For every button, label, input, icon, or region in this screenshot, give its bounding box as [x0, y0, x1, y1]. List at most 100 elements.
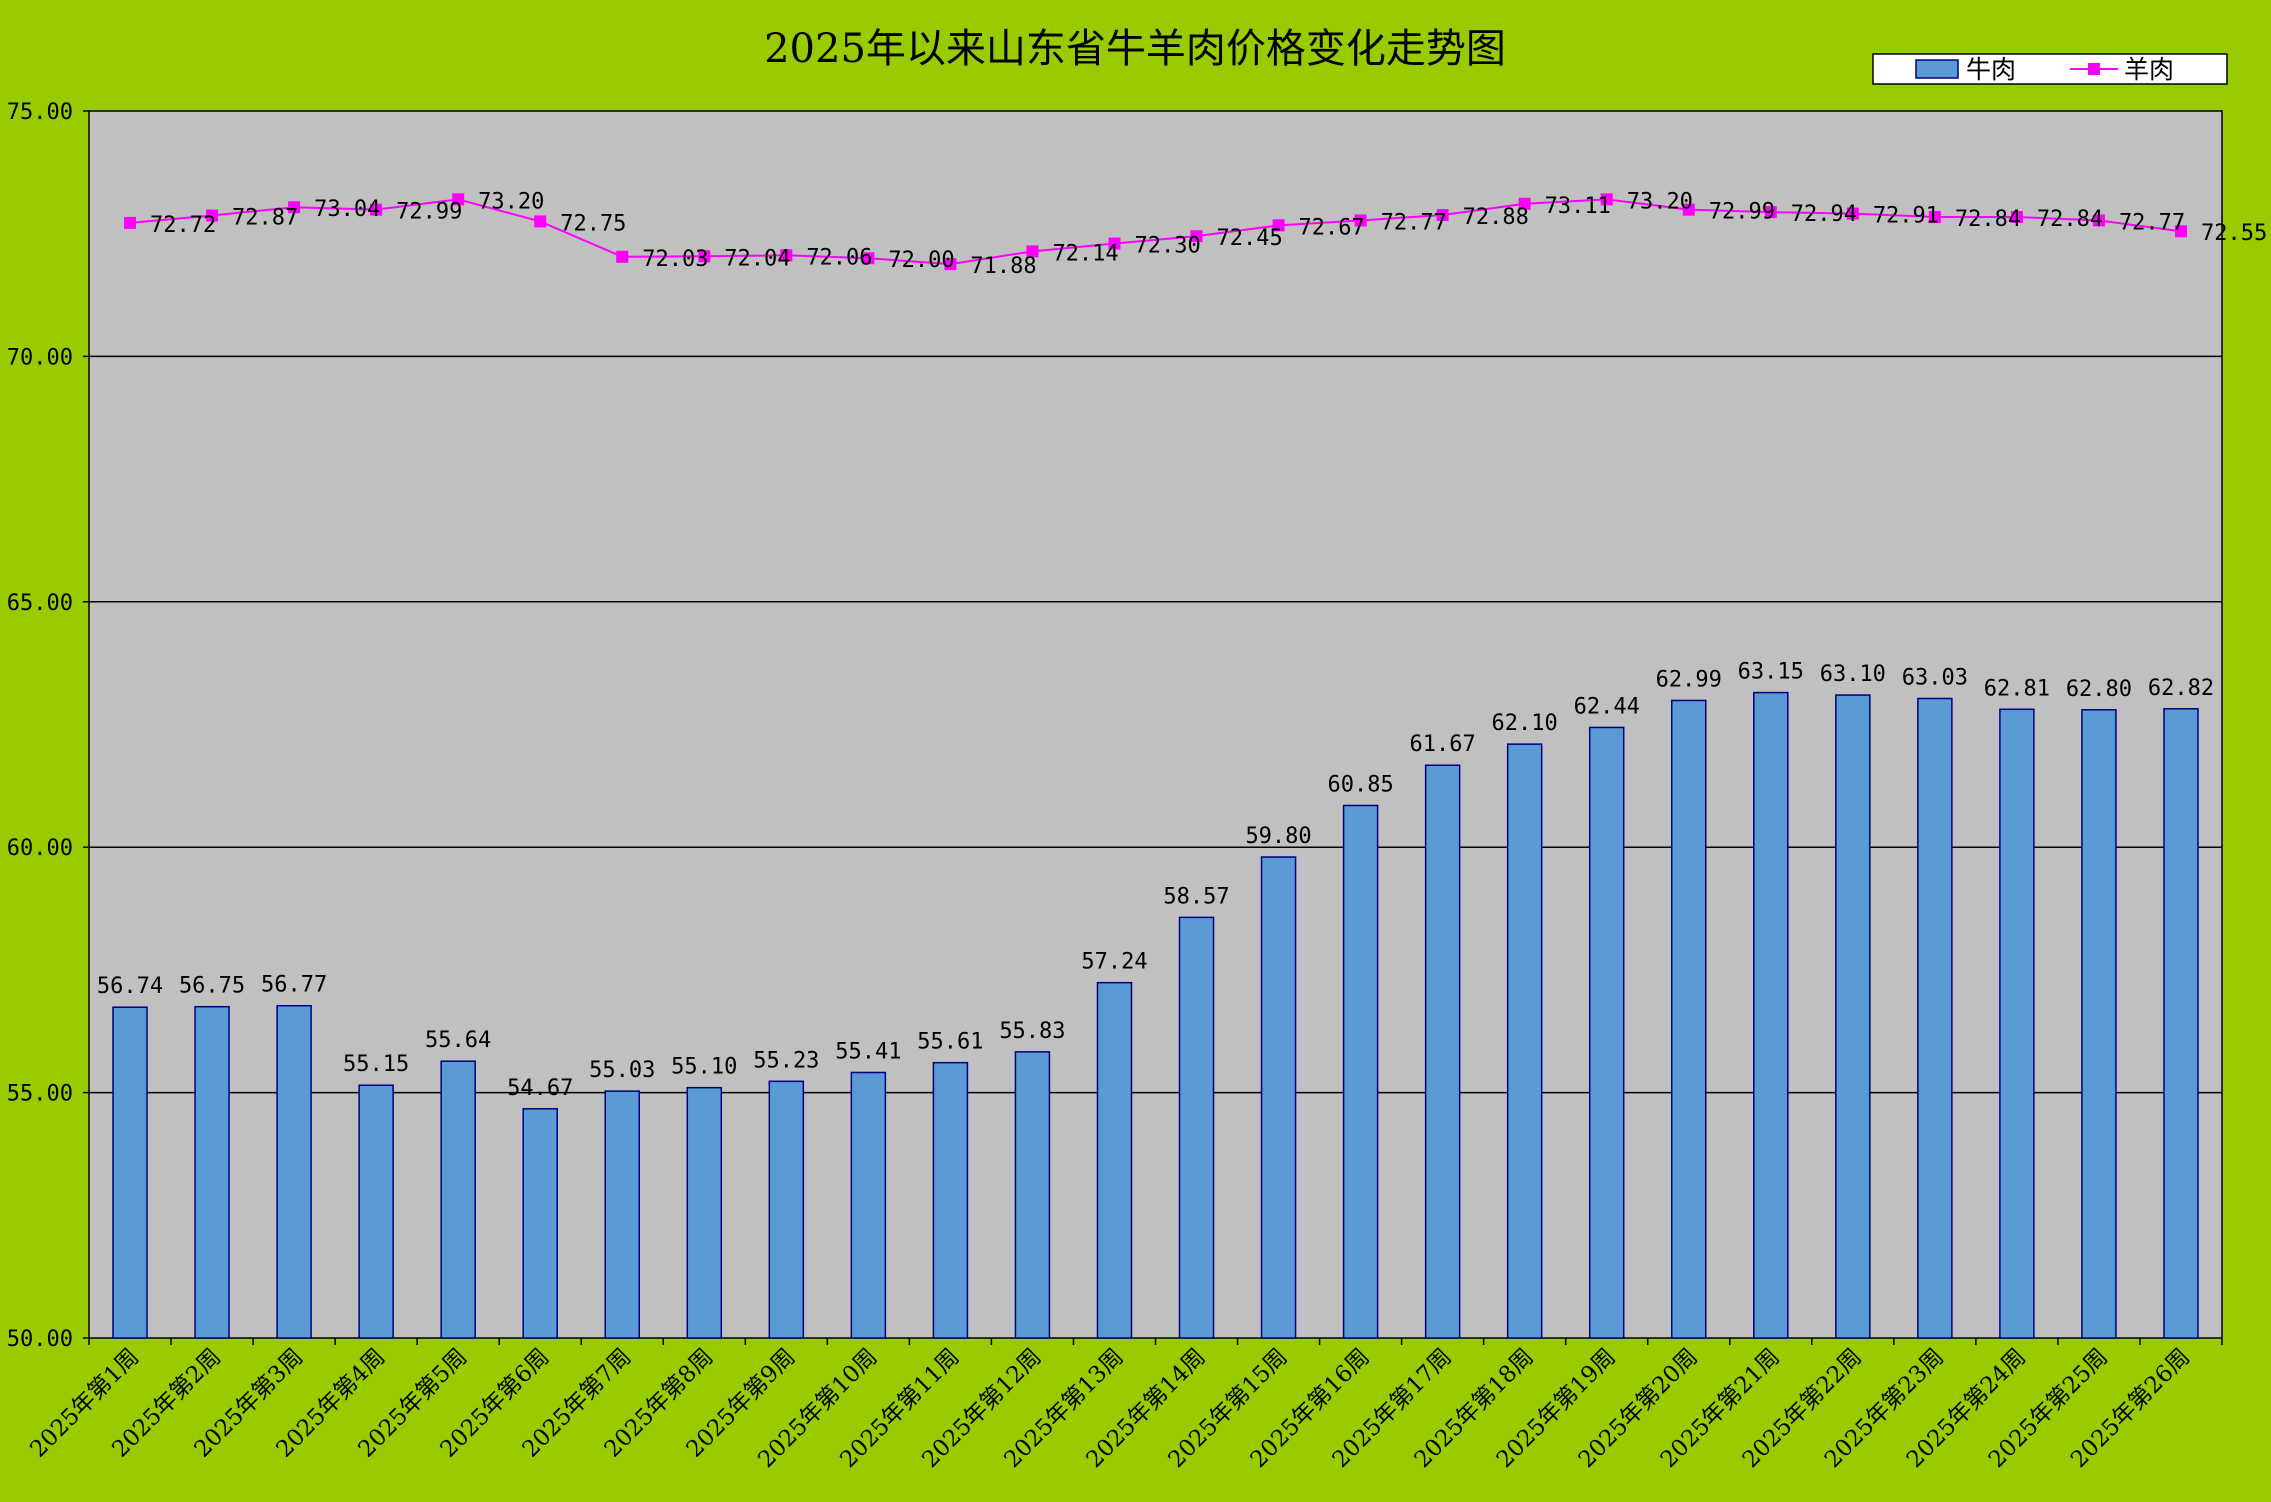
beef-data-label: 55.61	[917, 1030, 983, 1055]
beef-data-label: 55.23	[753, 1048, 819, 1073]
beef-bar	[1342, 804, 1379, 1339]
mutton-point	[1354, 214, 1367, 227]
mutton-data-label: 72.67	[1299, 215, 1365, 240]
beef-bar	[604, 1090, 640, 1339]
beef-data-label: 59.80	[1245, 824, 1311, 849]
chart-title: 2025年以来山东省牛羊肉价格变化走势图	[764, 26, 1506, 72]
y-tick-label: 55.00	[7, 1082, 73, 1107]
mutton-data-label: 72.91	[1873, 204, 1939, 229]
mutton-data-label: 72.03	[642, 247, 708, 272]
mutton-data-label: 72.30	[1134, 234, 1200, 259]
beef-bar	[276, 1004, 312, 1339]
beef-bar	[2081, 709, 2117, 1339]
data-labels: 56.74 56.75 56.77 55.15 55.64 54.67 55.03 55.10…	[97, 189, 2267, 1100]
beef-data-label: 60.85	[1327, 772, 1393, 797]
mutton-point	[2010, 211, 2023, 224]
beef-data-label: 56.75	[179, 974, 245, 999]
beef-data-label: 61.67	[1410, 732, 1476, 757]
beef-bar	[1096, 981, 1133, 1339]
beef-data-label: 62.10	[1492, 711, 1558, 736]
mutton-data-label: 72.04	[724, 246, 790, 271]
beef-data-label: 57.24	[1081, 950, 1147, 975]
mutton-data-label: 72.99	[1709, 200, 1775, 225]
mutton-data-label: 72.87	[232, 206, 298, 231]
mutton-data-label: 72.88	[1463, 205, 1529, 230]
mutton-point	[370, 203, 383, 216]
legend-swatch-beef	[1915, 59, 1959, 79]
legend-label-mutton: 羊肉	[2124, 55, 2174, 84]
beef-data-label: 63.15	[1738, 660, 1804, 685]
mutton-data-label: 72.77	[1381, 210, 1447, 235]
mutton-point	[1272, 219, 1285, 232]
mutton-data-label: 72.84	[1955, 207, 2021, 232]
mutton-data-label: 72.45	[1217, 226, 1283, 251]
beef-bar	[932, 1061, 969, 1339]
legend: 牛肉 羊肉	[1872, 53, 2228, 85]
y-tick-label: 70.00	[7, 345, 73, 370]
beef-bar	[1753, 691, 1789, 1339]
mutton-data-label: 73.04	[314, 197, 380, 222]
beef-bar	[1014, 1051, 1051, 1339]
beef-bar	[522, 1108, 558, 1339]
beef-bar	[1260, 856, 1297, 1339]
mutton-data-label: 72.00	[888, 248, 954, 273]
mutton-point	[1190, 230, 1203, 243]
beef-bar	[1588, 726, 1625, 1339]
mutton-data-label: 72.94	[1791, 202, 1857, 227]
beef-data-label: 62.80	[2066, 677, 2132, 702]
beef-data-label: 58.57	[1163, 884, 1229, 909]
beef-data-label: 55.03	[589, 1058, 655, 1083]
plot-area	[88, 110, 2223, 1339]
beef-data-label: 55.64	[425, 1028, 491, 1053]
beef-bar	[768, 1080, 805, 1339]
mutton-point	[452, 193, 465, 206]
beef-bar	[1835, 694, 1871, 1339]
mutton-point	[124, 216, 137, 229]
y-tick-label: 50.00	[7, 1327, 73, 1352]
mutton-data-label: 72.84	[2037, 207, 2103, 232]
beef-data-label: 55.41	[835, 1039, 901, 1064]
mutton-point	[2174, 225, 2187, 238]
beef-data-label: 62.44	[1574, 694, 1640, 719]
beef-data-label: 55.10	[671, 1055, 737, 1080]
mutton-point	[1764, 206, 1777, 219]
mutton-data-label: 72.14	[1052, 241, 1118, 266]
mutton-point	[616, 250, 629, 263]
mutton-point	[944, 258, 957, 271]
mutton-line	[124, 193, 2187, 271]
mutton-point	[780, 249, 793, 262]
y-tick-label: 65.00	[7, 591, 73, 616]
mutton-point	[534, 215, 547, 228]
y-tick-label: 60.00	[7, 836, 73, 861]
mutton-point	[862, 252, 875, 265]
mutton-data-label: 72.77	[2119, 210, 2185, 235]
mutton-point	[1928, 211, 1941, 224]
beef-bar	[1506, 743, 1543, 1339]
beef-bar	[358, 1084, 394, 1339]
mutton-point	[1026, 245, 1039, 258]
beef-bar	[850, 1071, 887, 1339]
mutton-data-label: 72.55	[2201, 221, 2267, 246]
beef-data-label: 63.03	[1902, 665, 1968, 690]
mutton-data-label: 72.06	[806, 245, 872, 270]
legend-label-beef: 牛肉	[1966, 55, 2016, 84]
beef-bar	[440, 1060, 476, 1339]
mutton-data-label: 72.72	[150, 213, 216, 238]
mutton-series-line	[129, 198, 2182, 266]
beef-data-label: 56.77	[261, 973, 327, 998]
mutton-data-label: 72.99	[396, 200, 462, 225]
mutton-point	[2092, 214, 2105, 227]
mutton-data-label: 72.75	[560, 211, 626, 236]
beef-data-label: 62.99	[1656, 667, 1722, 692]
beef-data-label: 56.74	[97, 974, 163, 999]
mutton-data-label: 73.20	[478, 189, 544, 214]
beef-bars	[112, 691, 2199, 1339]
beef-bar	[194, 1005, 230, 1339]
mutton-data-label: 73.11	[1545, 194, 1611, 219]
beef-bar	[686, 1086, 723, 1339]
beef-bar	[1424, 764, 1461, 1339]
beef-bar	[2163, 708, 2199, 1339]
mutton-point	[1682, 203, 1695, 216]
beef-bar	[1917, 697, 1953, 1339]
